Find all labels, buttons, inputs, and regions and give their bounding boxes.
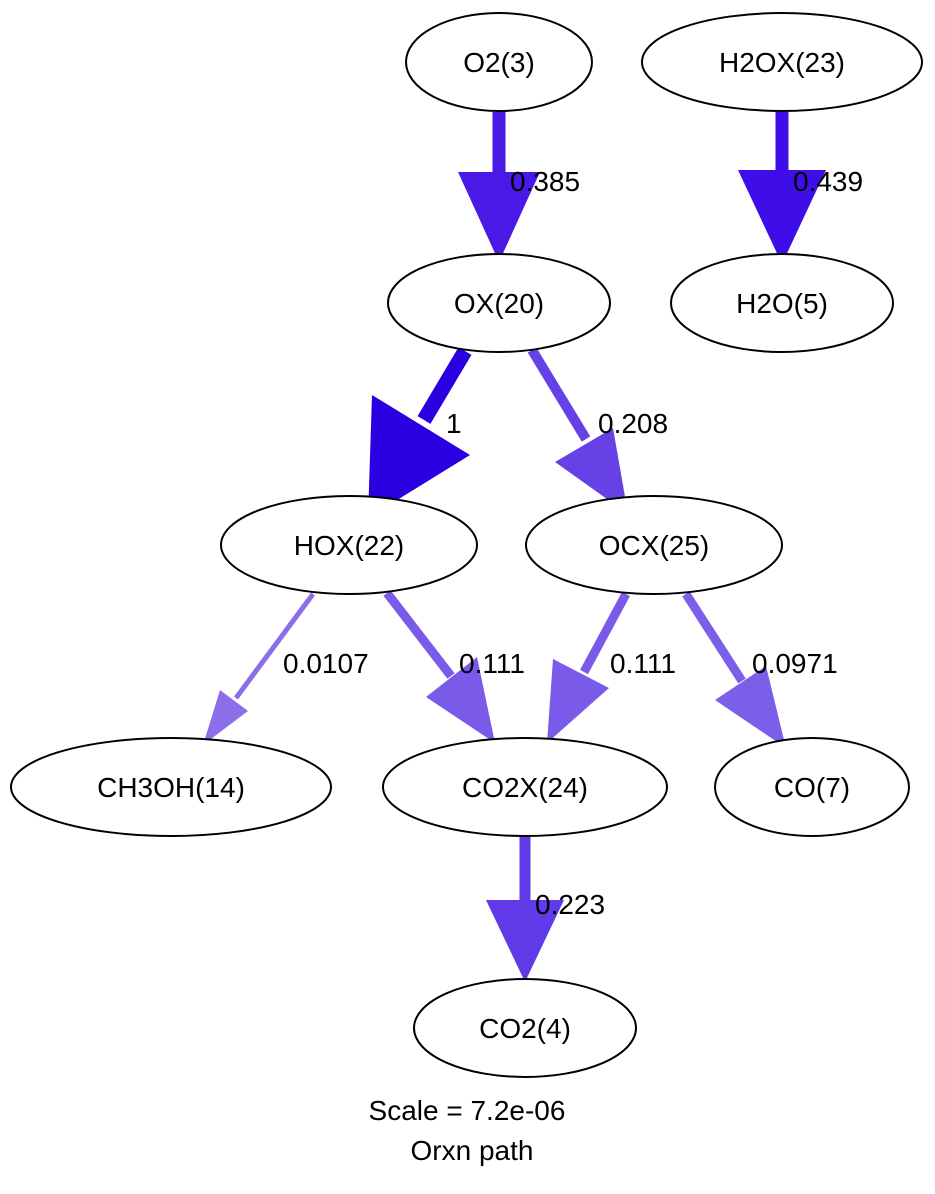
node-o2-ellipse: [405, 12, 593, 112]
node-ch3oh-label: CH3OH(14): [97, 772, 245, 803]
edge-co2x-co2-arrowhead: [486, 900, 564, 982]
edge-hox-ch3oh-label: 0.0107: [283, 648, 369, 679]
node-h2o: H2O(5): [670, 253, 894, 353]
node-ocx-ellipse: [525, 495, 783, 595]
edge-o2-ox-label: 0.385: [510, 166, 580, 197]
edge-hox-ch3oh-arrowhead: [203, 690, 248, 745]
node-ox-ellipse: [387, 253, 611, 353]
node-hox: HOX(22): [220, 495, 478, 595]
node-h2ox-ellipse: [641, 12, 923, 112]
edge-h2ox-h2o-label: 0.439: [793, 166, 863, 197]
node-hox-label: HOX(22): [294, 530, 404, 561]
edge-o2-ox: 0.385: [458, 112, 580, 262]
node-ocx: OCX(25): [525, 495, 783, 595]
edge-ox-ocx-arrowhead: [555, 428, 628, 514]
edge-hox-ch3oh-shaft: [233, 592, 316, 700]
node-o2-label: O2(3): [463, 47, 535, 78]
node-h2ox-label: H2OX(23): [719, 47, 845, 78]
node-ocx-label: OCX(25): [599, 530, 709, 561]
node-co-ellipse: [714, 737, 910, 837]
edge-ox-ocx: 0.208: [527, 347, 668, 514]
edge-hox-ch3oh: 0.0107: [203, 592, 369, 745]
edge-ocx-co2x-shaft: [580, 591, 630, 675]
node-h2o-ellipse: [670, 253, 894, 353]
node-co-label: CO(7): [774, 772, 850, 803]
caption-title: Orxn path: [411, 1135, 534, 1166]
edge-ocx-co-shaft: [682, 591, 746, 684]
node-co2-label: CO2(4): [479, 1013, 571, 1044]
caption-scale: Scale = 7.2e-06: [369, 1095, 566, 1126]
edge-hox-co2x-shaft: [383, 590, 455, 679]
node-h2o-label: H2O(5): [736, 288, 828, 319]
edge-ocx-co-label: 0.0971: [752, 648, 838, 679]
node-co2-ellipse: [413, 978, 637, 1078]
edge-co2x-co2: 0.223: [486, 837, 605, 982]
node-ox-label: OX(20): [454, 288, 544, 319]
edge-ocx-co2x-arrowhead: [547, 659, 609, 743]
edge-ocx-co2x: 0.111: [547, 591, 676, 743]
node-co: CO(7): [714, 737, 910, 837]
edge-ocx-co: 0.0971: [682, 591, 838, 748]
node-co2x-ellipse: [382, 737, 668, 837]
edge-ox-hox: 1: [368, 347, 472, 518]
edge-ox-ocx-shaft: [527, 347, 591, 442]
node-ch3oh: CH3OH(14): [10, 737, 332, 837]
node-co2x-label: CO2X(24): [462, 772, 588, 803]
edge-hox-co2x-label: 0.111: [459, 648, 525, 679]
edge-co2x-co2-label: 0.223: [535, 889, 605, 920]
edge-ox-hox-label: 1: [446, 408, 462, 439]
edge-ocx-co2x-label: 0.111: [610, 648, 676, 679]
node-ox: OX(20): [387, 253, 611, 353]
node-hox-ellipse: [220, 495, 478, 595]
edge-hox-co2x-arrowhead: [426, 657, 495, 743]
node-co2: CO2(4): [413, 978, 637, 1078]
node-h2ox: H2OX(23): [641, 12, 923, 112]
edge-hox-co2x: 0.111: [383, 590, 525, 743]
edge-h2ox-h2o-arrowhead: [738, 170, 826, 264]
edge-ox-ocx-label: 0.208: [598, 408, 668, 439]
edge-ocx-co-arrowhead: [715, 666, 786, 748]
edge-h2ox-h2o: 0.439: [738, 112, 863, 264]
edge-o2-ox-arrowhead: [458, 172, 540, 262]
node-o2: O2(3): [405, 12, 593, 112]
edge-ox-hox-arrowhead: [368, 395, 470, 518]
edge-ox-hox-shaft: [417, 347, 472, 424]
node-co2x: CO2X(24): [382, 737, 668, 837]
node-ch3oh-ellipse: [10, 737, 332, 837]
